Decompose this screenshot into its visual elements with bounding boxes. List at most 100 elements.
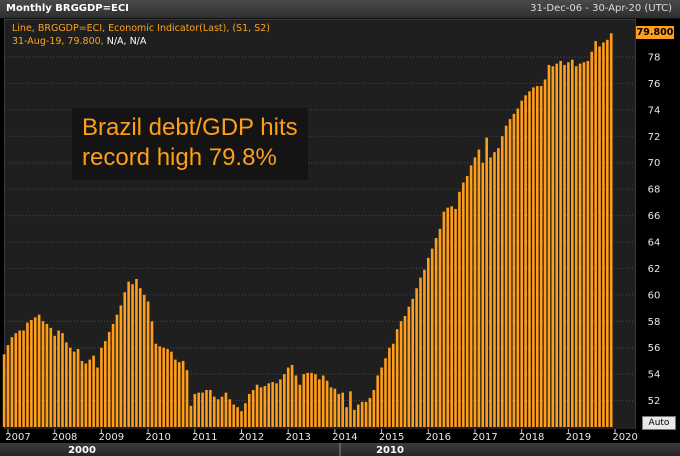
bar [528, 91, 531, 427]
bar [212, 396, 216, 427]
bar [306, 372, 309, 427]
bar [504, 125, 508, 427]
bar [485, 137, 488, 427]
bar [49, 327, 53, 427]
y-tick-label: 54 [648, 370, 661, 381]
bar [103, 341, 107, 427]
bar [399, 321, 403, 427]
bar [65, 342, 68, 427]
y-tick-label: 60 [648, 290, 661, 301]
auto-scale-button[interactable]: Auto [642, 416, 676, 430]
bar [380, 367, 383, 427]
bar [275, 383, 278, 427]
bar [325, 380, 329, 427]
bar [68, 347, 72, 427]
bar [92, 355, 95, 427]
bar [360, 401, 364, 427]
bar [407, 306, 411, 427]
bar [500, 136, 504, 428]
bar [224, 392, 228, 427]
bar [356, 404, 360, 427]
legend-last-point: 31-Aug-19, 79.800, [12, 36, 104, 47]
bar [150, 321, 154, 427]
bar [26, 322, 29, 427]
bar [427, 257, 430, 427]
bar [30, 319, 33, 427]
bar [543, 79, 547, 427]
bar [516, 108, 520, 428]
bar [345, 407, 348, 427]
bar [473, 157, 477, 427]
bar [88, 359, 92, 427]
bar [251, 390, 255, 427]
x-tick-label: 2011 [192, 432, 217, 443]
bar [10, 337, 14, 427]
bar [341, 392, 344, 427]
x-tick-label: 2014 [332, 432, 357, 443]
bar [154, 343, 158, 427]
y-tick-label: 64 [648, 238, 661, 249]
bar [189, 405, 193, 427]
y-tick-label: 56 [648, 343, 661, 354]
bar [493, 152, 496, 427]
x-tick-label: 2009 [99, 432, 124, 443]
bar [294, 375, 298, 427]
bar [578, 63, 582, 427]
legend-na-values: N/A, N/A [106, 36, 147, 47]
annotation-box: Brazil debt/GDP hits record high 79.8% [72, 108, 308, 180]
bar [107, 331, 111, 427]
bar [333, 388, 337, 427]
bar [298, 384, 302, 427]
bar [119, 305, 123, 427]
bar [279, 379, 282, 427]
bar [606, 39, 609, 427]
bar [201, 392, 204, 427]
bar [574, 66, 578, 427]
bar [247, 393, 251, 427]
bar [14, 333, 18, 427]
bar [524, 95, 527, 428]
bar [430, 248, 434, 427]
bar [454, 208, 457, 427]
bar [364, 401, 368, 427]
bar [2, 354, 6, 427]
bar [384, 358, 387, 427]
bar [162, 347, 165, 427]
annotation-line-1: Brazil debt/GDP hits [82, 114, 298, 141]
bar [586, 60, 590, 427]
bar [228, 399, 232, 427]
bar [6, 345, 10, 427]
y-tick-label: 78 [648, 53, 661, 64]
bar [72, 351, 76, 427]
bar [602, 42, 605, 427]
bar [318, 379, 321, 427]
y-tick-label: 58 [648, 317, 661, 328]
date-range-label: 31-Dec-06 - 30-Apr-20 (UTC) [530, 3, 672, 14]
bar [135, 279, 138, 427]
bar [329, 387, 333, 427]
bar [115, 314, 119, 427]
bar [462, 182, 465, 427]
bar [263, 386, 267, 427]
bar [368, 397, 372, 427]
x-tick-label: 2016 [426, 432, 451, 443]
bar [458, 191, 461, 427]
bar [314, 374, 317, 427]
y-tick-label: 52 [648, 396, 661, 407]
bar [286, 367, 290, 427]
y-tick-label: 76 [648, 79, 661, 90]
bar [563, 64, 566, 427]
bar [236, 407, 239, 427]
x-axis-strip [0, 429, 680, 443]
chart-title: Monthly BRGGDP=ECI [6, 3, 129, 14]
bar [158, 346, 162, 427]
bar [391, 343, 395, 427]
bar [321, 375, 325, 427]
bar [84, 363, 88, 427]
bar [131, 284, 134, 427]
bar [100, 347, 103, 427]
bar [197, 392, 200, 427]
bar [310, 372, 313, 427]
bar [349, 391, 352, 427]
bar [96, 367, 99, 427]
